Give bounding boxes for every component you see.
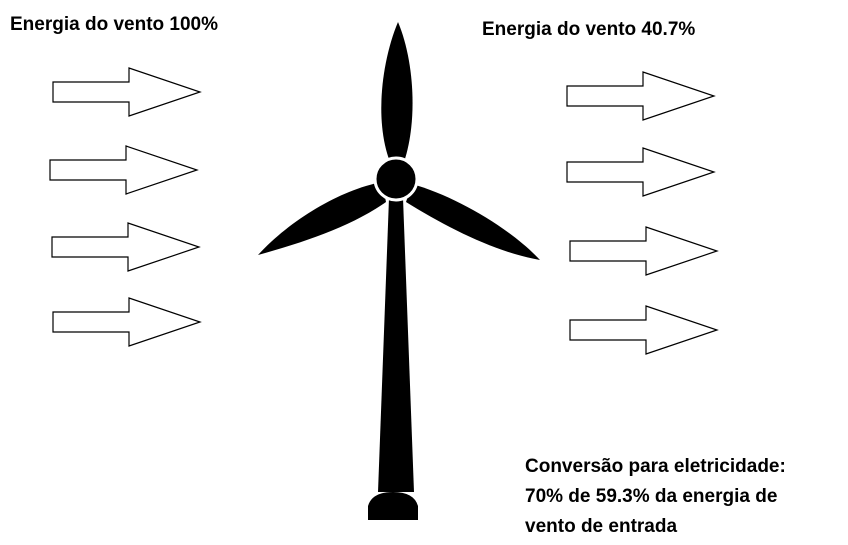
arrow (50, 146, 197, 194)
conversion-text: 70% de 59.3% da energia de (525, 486, 777, 507)
hub (375, 158, 417, 200)
wind-out-label: Energia do vento 40.7% (482, 19, 695, 40)
tower (378, 198, 414, 492)
arrow (53, 68, 200, 116)
outgoing-arrows (567, 72, 717, 354)
arrow (567, 148, 714, 196)
arrow (53, 298, 200, 346)
wind-turbine (258, 22, 540, 520)
diagram: Energia do vento 100% Energia do vento 4… (0, 0, 848, 545)
arrow (567, 72, 714, 120)
blade (406, 184, 540, 260)
conversion-text: Conversão para eletricidade: (525, 456, 786, 477)
conversion-text: vento de entrada (525, 516, 677, 537)
arrow (570, 227, 717, 275)
base (368, 492, 418, 520)
blade (381, 22, 412, 162)
incoming-arrows (50, 68, 200, 346)
blade (258, 182, 386, 255)
arrow (570, 306, 717, 354)
wind-in-label: Energia do vento 100% (10, 14, 218, 35)
arrow (52, 223, 199, 271)
